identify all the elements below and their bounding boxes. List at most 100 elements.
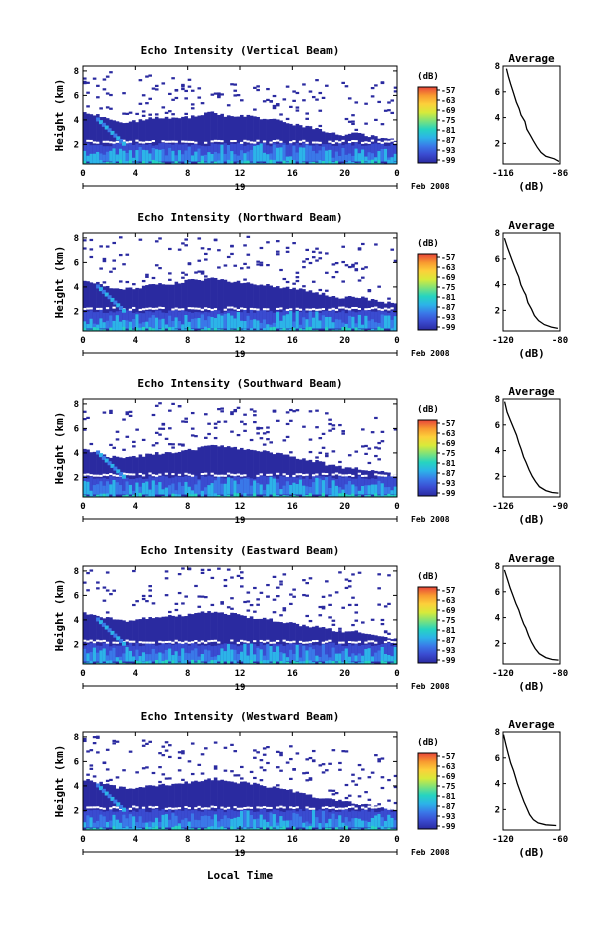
echo-cell (210, 143, 215, 162)
echo-cell (145, 600, 149, 603)
echo-cell (370, 95, 375, 98)
echo-cell (240, 320, 244, 329)
echo-cell (308, 161, 313, 164)
echo-cell (187, 476, 192, 495)
echo-cell (318, 91, 323, 95)
echo-cell (253, 450, 257, 497)
echo-cell (279, 320, 283, 329)
echo-gap (357, 307, 362, 310)
echo-cell (256, 818, 260, 828)
echo-cell (305, 248, 309, 252)
x-tick-label: 4 (133, 169, 139, 179)
echo-cell (177, 823, 182, 828)
echo-cell (315, 311, 319, 329)
echo-cell (148, 617, 152, 664)
echo-cell (325, 654, 329, 662)
echo-cell (347, 97, 352, 100)
echo-gap (318, 141, 323, 144)
x-tick-label: 0 (80, 502, 85, 512)
echo-cell (132, 656, 136, 662)
echo-cell (122, 476, 126, 495)
echo-gap (364, 807, 368, 810)
echo-cell (259, 779, 264, 782)
echo-cell (115, 657, 120, 662)
echo-gap (351, 805, 355, 808)
echo-cell (361, 310, 365, 329)
echo-cell (102, 493, 107, 497)
echo-cell (269, 327, 274, 331)
echo-cell (105, 106, 110, 109)
echo-gap (223, 807, 228, 810)
echo-cell (109, 617, 113, 664)
y-tick-label: 6 (74, 591, 79, 601)
y-tick-label: 4 (74, 616, 80, 626)
echo-cell (370, 825, 375, 830)
echo-cell (331, 145, 336, 162)
echo-cell (105, 245, 110, 248)
echo-cell (164, 741, 169, 744)
echo-cell (370, 646, 375, 662)
echo-cell (302, 624, 306, 664)
echo-cell (282, 485, 287, 495)
echo-cell (338, 329, 342, 331)
echo-cell (383, 630, 388, 633)
echo-cell (115, 482, 120, 495)
echo-cell (174, 317, 179, 329)
echo-cell (295, 644, 300, 662)
echo-cell (377, 441, 381, 445)
echo-cell (190, 144, 195, 162)
echo-cell (92, 742, 97, 745)
echo-cell (148, 74, 152, 77)
echo-cell (279, 614, 283, 617)
echo-gap (99, 307, 103, 310)
echo-cell (96, 312, 100, 329)
echo-cell (92, 736, 97, 739)
echo-cell (161, 162, 166, 164)
echo-gap (226, 306, 231, 309)
average-title: Average (508, 718, 555, 731)
echo-cell (190, 490, 195, 495)
echo-cell (383, 476, 388, 495)
echo-cell (187, 493, 192, 497)
echo-cell (361, 809, 365, 828)
echo-cell (200, 753, 205, 756)
echo-cell (102, 78, 107, 81)
echo-cell (161, 453, 166, 497)
echo-cell (141, 279, 146, 283)
echo-cell (321, 492, 326, 497)
echo-cell (190, 781, 195, 830)
echo-gap (138, 641, 143, 644)
colorbar-tick-label: -87 (441, 136, 456, 145)
echo-cell (83, 312, 87, 329)
echo-cell (154, 826, 159, 830)
echo-cell (194, 116, 198, 164)
echo-cell (246, 282, 251, 331)
echo-cell (187, 783, 192, 830)
echo-cell (233, 613, 238, 664)
echo-cell (158, 652, 162, 662)
echo-cell (269, 812, 274, 828)
echo-cell (289, 745, 293, 748)
echo-cell (318, 451, 323, 454)
date-day-label: 19 (235, 849, 246, 859)
echo-cell (148, 594, 152, 598)
echo-gap (148, 805, 152, 808)
echo-gap (128, 807, 133, 810)
echo-gap (217, 474, 221, 477)
echo-cell (217, 494, 221, 497)
echo-cell (122, 495, 126, 497)
echo-cell (197, 612, 202, 664)
echo-cell (256, 828, 260, 830)
echo-cell (141, 739, 146, 742)
echo-cell (204, 815, 208, 828)
echo-cell (374, 826, 378, 830)
echo-cell (347, 585, 352, 588)
echo-cell (109, 270, 113, 273)
echo-cell (230, 411, 234, 414)
echo-cell (243, 429, 247, 432)
echo-cell (282, 653, 287, 662)
echo-gap (109, 141, 113, 144)
echo-cell (305, 779, 309, 782)
echo-gap (315, 473, 319, 476)
echo-gap (347, 473, 352, 476)
